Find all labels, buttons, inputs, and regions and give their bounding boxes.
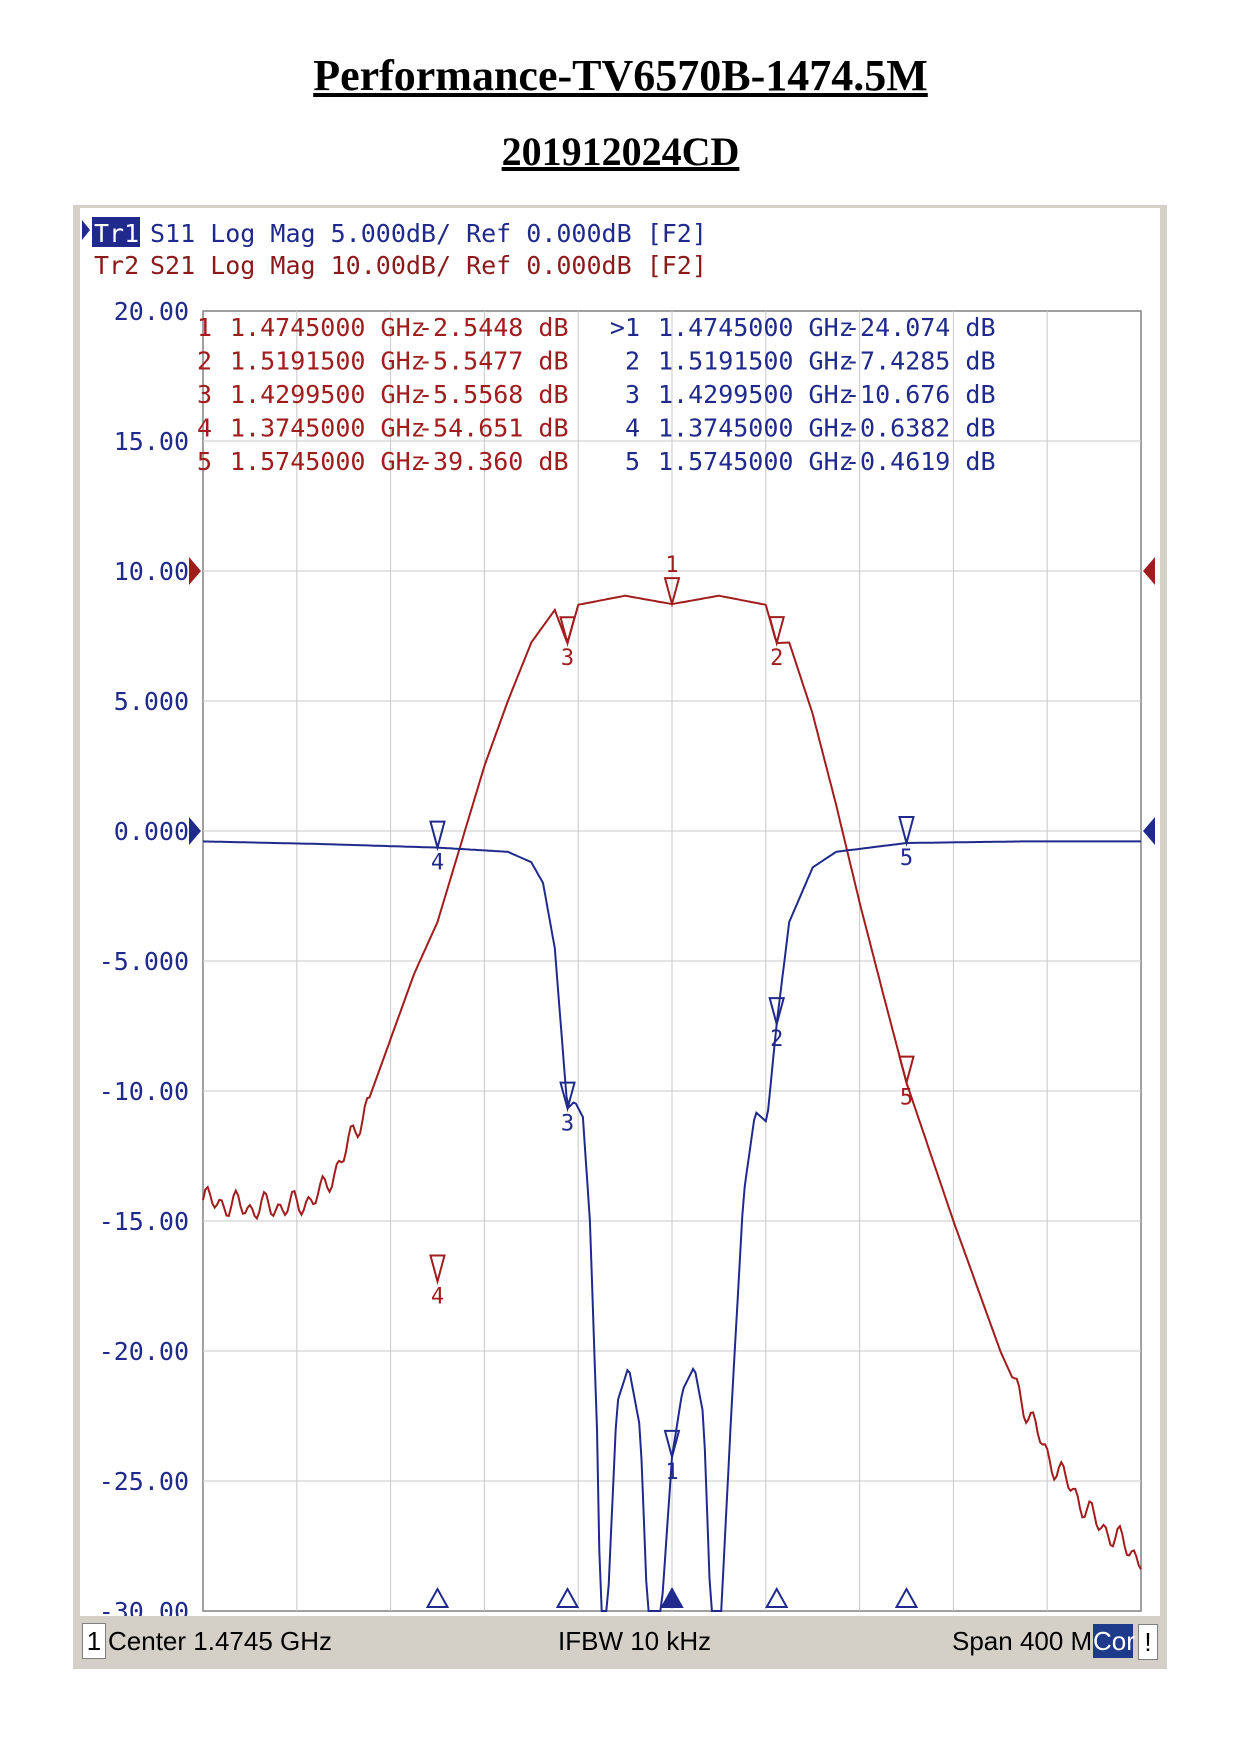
y-tick-label: 5.000 xyxy=(114,687,189,716)
y-tick-label: 15.00 xyxy=(114,427,189,456)
document-subtitle: 201912024CD xyxy=(501,129,740,174)
marker-flag-s11-icon xyxy=(663,1429,681,1461)
marker-freq: 1.4745000 GHz xyxy=(658,313,854,342)
marker-flag-label: 5 xyxy=(900,846,913,871)
marker-id: 5 xyxy=(625,447,640,476)
y-tick-label: 20.00 xyxy=(114,297,189,326)
marker-value: -5.5477 dB xyxy=(418,347,569,376)
marker-flag-s11-icon xyxy=(768,997,786,1028)
marker-flag-label: 1 xyxy=(665,553,678,578)
ref-arrow-s21-left-icon xyxy=(189,557,201,585)
active-trace-highlight xyxy=(92,217,140,247)
marker-flag-label: 2 xyxy=(770,646,783,671)
marker-freq: 1.3745000 GHz xyxy=(230,414,426,443)
marker-flag-label: 3 xyxy=(561,1112,574,1137)
marker-freq: 1.5745000 GHz xyxy=(658,447,854,476)
marker-value: -39.360 dB xyxy=(418,447,569,476)
marker-flag-label: 4 xyxy=(431,851,444,876)
marker-position-icon xyxy=(894,1586,919,1608)
marker-id: 4 xyxy=(625,414,640,443)
active-trace-icon xyxy=(82,220,90,240)
marker-id: 2 xyxy=(625,347,640,376)
marker-id: 3 xyxy=(197,380,212,409)
marker-freq: 1.4299500 GHz xyxy=(658,380,854,409)
marker-tables: 1 1.4745000 GHz-2.5448 dB2 1.5191500 GHz-5… xyxy=(197,313,996,476)
marker-value: -7.4285 dB xyxy=(845,347,996,376)
marker-position-icon xyxy=(425,1586,450,1608)
marker-freq: 1.3745000 GHz xyxy=(658,414,854,443)
marker-flags: 1 2 3 4 5 1 2 3 4 5 xyxy=(425,553,919,1608)
marker-value: -24.074 dB xyxy=(845,313,996,342)
marker-value: -5.5568 dB xyxy=(418,380,569,409)
marker-flag-s11-icon xyxy=(559,1081,576,1113)
analyzer-screen: 20.00 15.00 10.00 5.000 0.000 -5.000 -10.00 -15… xyxy=(80,208,1160,1626)
trace-header-text: S11 Log Mag 5.000dB/ Ref 0.000dB [F2] xyxy=(150,219,707,248)
y-tick-label: 0.000 xyxy=(114,817,189,846)
plot-grid xyxy=(202,310,1142,1612)
marker-freq: 1.4299500 GHz xyxy=(230,380,426,409)
marker-position-icon xyxy=(660,1586,684,1608)
ref-arrow-s21-right-icon xyxy=(1143,557,1155,585)
marker-flag-label: 5 xyxy=(900,1086,913,1111)
marker-freq: 1.5191500 GHz xyxy=(230,347,426,376)
status-bar: 1 Center 1.4745 GHz IFBW 10 kHz Span 400… xyxy=(80,1618,1160,1664)
trace-tag: Tr2 xyxy=(94,251,139,280)
marker-value: -54.651 dB xyxy=(418,414,569,443)
document-title: Performance-TV6570B-1474.5M xyxy=(313,51,928,100)
marker-freq: 1.5745000 GHz xyxy=(230,447,426,476)
marker-flag-s11-icon xyxy=(429,820,446,852)
correction-badge[interactable]: Cor xyxy=(1093,1624,1135,1658)
network-analyzer-chart: 20.00 15.00 10.00 5.000 0.000 -5.000 -10.00 -15… xyxy=(82,217,1155,1626)
center-frequency: Center 1.4745 GHz xyxy=(108,1626,333,1656)
trace-tag: Tr1 xyxy=(94,219,139,248)
marker-flag-s21-icon xyxy=(898,1055,915,1087)
marker-freq: 1.5191500 GHz xyxy=(658,347,854,376)
marker-id: 4 xyxy=(197,414,212,443)
y-tick-label: -20.00 xyxy=(99,1337,189,1366)
marker-value: -10.676 dB xyxy=(845,380,996,409)
marker-id: 2 xyxy=(197,347,212,376)
marker-value: -2.5448 dB xyxy=(418,313,569,342)
marker-position-icon xyxy=(555,1586,580,1608)
marker-flag-s21-icon xyxy=(429,1254,446,1286)
warning-indicator[interactable]: ! xyxy=(1138,1624,1158,1660)
y-tick-label: -30.00 xyxy=(99,1597,189,1616)
y-tick-label: -25.00 xyxy=(99,1467,189,1496)
marker-flag-s21-icon xyxy=(768,616,786,647)
y-axis-labels: 20.00 15.00 10.00 5.000 0.000 -5.000 -10.00 -15… xyxy=(99,297,1155,1626)
y-tick-label: -5.000 xyxy=(99,947,189,976)
marker-freq: 1.4745000 GHz xyxy=(230,313,426,342)
marker-id: 5 xyxy=(197,447,212,476)
marker-id: 3 xyxy=(625,380,640,409)
marker-position-icon xyxy=(765,1586,789,1608)
marker-id: 1 xyxy=(197,313,212,342)
marker-id: >1 xyxy=(610,313,640,342)
marker-flag-s11-icon xyxy=(898,816,915,847)
marker-value: -0.6382 dB xyxy=(845,414,996,443)
trace-header-text: S21 Log Mag 10.00dB/ Ref 0.000dB [F2] xyxy=(150,251,707,280)
marker-flag-label: 1 xyxy=(665,1460,678,1485)
y-tick-label: -10.00 xyxy=(99,1077,189,1106)
marker-flag-label: 2 xyxy=(770,1027,783,1052)
marker-value: -0.4619 dB xyxy=(845,447,996,476)
marker-flag-label: 4 xyxy=(431,1284,444,1309)
trace-headers: Tr1 S11 Log Mag 5.000dB/ Ref 0.000dB [F2]… xyxy=(82,217,707,280)
y-tick-label: 10.00 xyxy=(114,557,189,586)
ref-arrow-s11-right-icon xyxy=(1143,817,1155,845)
y-tick-label: -15.00 xyxy=(99,1207,189,1236)
ref-arrow-s11-left-icon xyxy=(189,817,201,845)
marker-flag-label: 3 xyxy=(561,646,574,671)
if-bandwidth: IFBW 10 kHz xyxy=(558,1626,712,1656)
marker-flag-s21-icon xyxy=(663,577,681,608)
channel-indicator[interactable]: 1 xyxy=(82,1623,106,1659)
marker-flag-s21-icon xyxy=(559,616,576,648)
